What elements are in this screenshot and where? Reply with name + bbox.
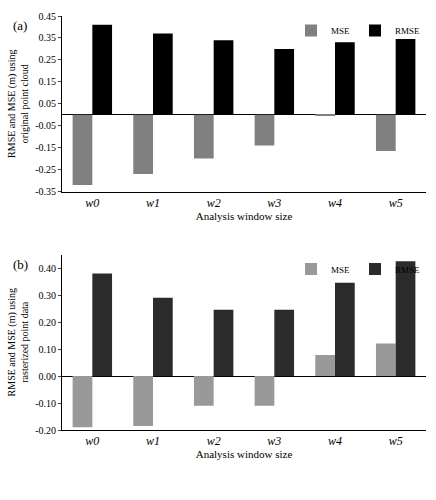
svg-text:RMSE: RMSE (395, 265, 420, 275)
svg-text:-0.05: -0.05 (35, 120, 56, 131)
svg-text:w4: w4 (328, 196, 342, 210)
svg-text:-0.10: -0.10 (35, 398, 56, 409)
svg-text:0.35: 0.35 (39, 32, 57, 43)
svg-text:w1: w1 (146, 434, 160, 448)
svg-text:w2: w2 (207, 196, 221, 210)
svg-text:0.20: 0.20 (39, 317, 57, 328)
svg-text:0.00: 0.00 (39, 371, 57, 382)
svg-text:0.30: 0.30 (39, 290, 57, 301)
svg-text:w2: w2 (207, 434, 221, 448)
svg-text:0.05: 0.05 (39, 98, 57, 109)
svg-text:-0.35: -0.35 (35, 186, 56, 197)
svg-text:w1: w1 (146, 196, 160, 210)
svg-text:(a): (a) (13, 18, 27, 33)
svg-text:-0.25: -0.25 (35, 164, 56, 175)
svg-text:MSE: MSE (331, 26, 350, 36)
svg-text:0.45: 0.45 (39, 11, 57, 22)
svg-text:w0: w0 (85, 196, 99, 210)
svg-text:RMSE and MSE (m) usingoriginal: RMSE and MSE (m) usingoriginal point clo… (6, 50, 30, 158)
svg-text:0.40: 0.40 (39, 263, 57, 274)
svg-text:RMSE: RMSE (395, 26, 420, 36)
svg-text:w4: w4 (328, 434, 342, 448)
svg-text:Analysis window size: Analysis window size (196, 210, 293, 222)
svg-text:-0.15: -0.15 (35, 142, 56, 153)
svg-text:0.15: 0.15 (39, 76, 57, 87)
svg-text:-0.20: -0.20 (35, 425, 56, 436)
svg-text:w5: w5 (389, 434, 403, 448)
svg-text:w5: w5 (389, 196, 403, 210)
svg-text:0.10: 0.10 (39, 344, 57, 355)
svg-text:MSE: MSE (331, 265, 350, 275)
svg-text:w3: w3 (267, 196, 281, 210)
svg-text:0.25: 0.25 (39, 54, 57, 65)
svg-text:w0: w0 (85, 434, 99, 448)
svg-text:RMSE and MSE (m) usingrasteriz: RMSE and MSE (m) usingrasterized point d… (6, 288, 30, 396)
svg-text:(b): (b) (13, 257, 28, 272)
svg-text:w3: w3 (267, 434, 281, 448)
svg-text:Analysis window size: Analysis window size (196, 448, 293, 460)
